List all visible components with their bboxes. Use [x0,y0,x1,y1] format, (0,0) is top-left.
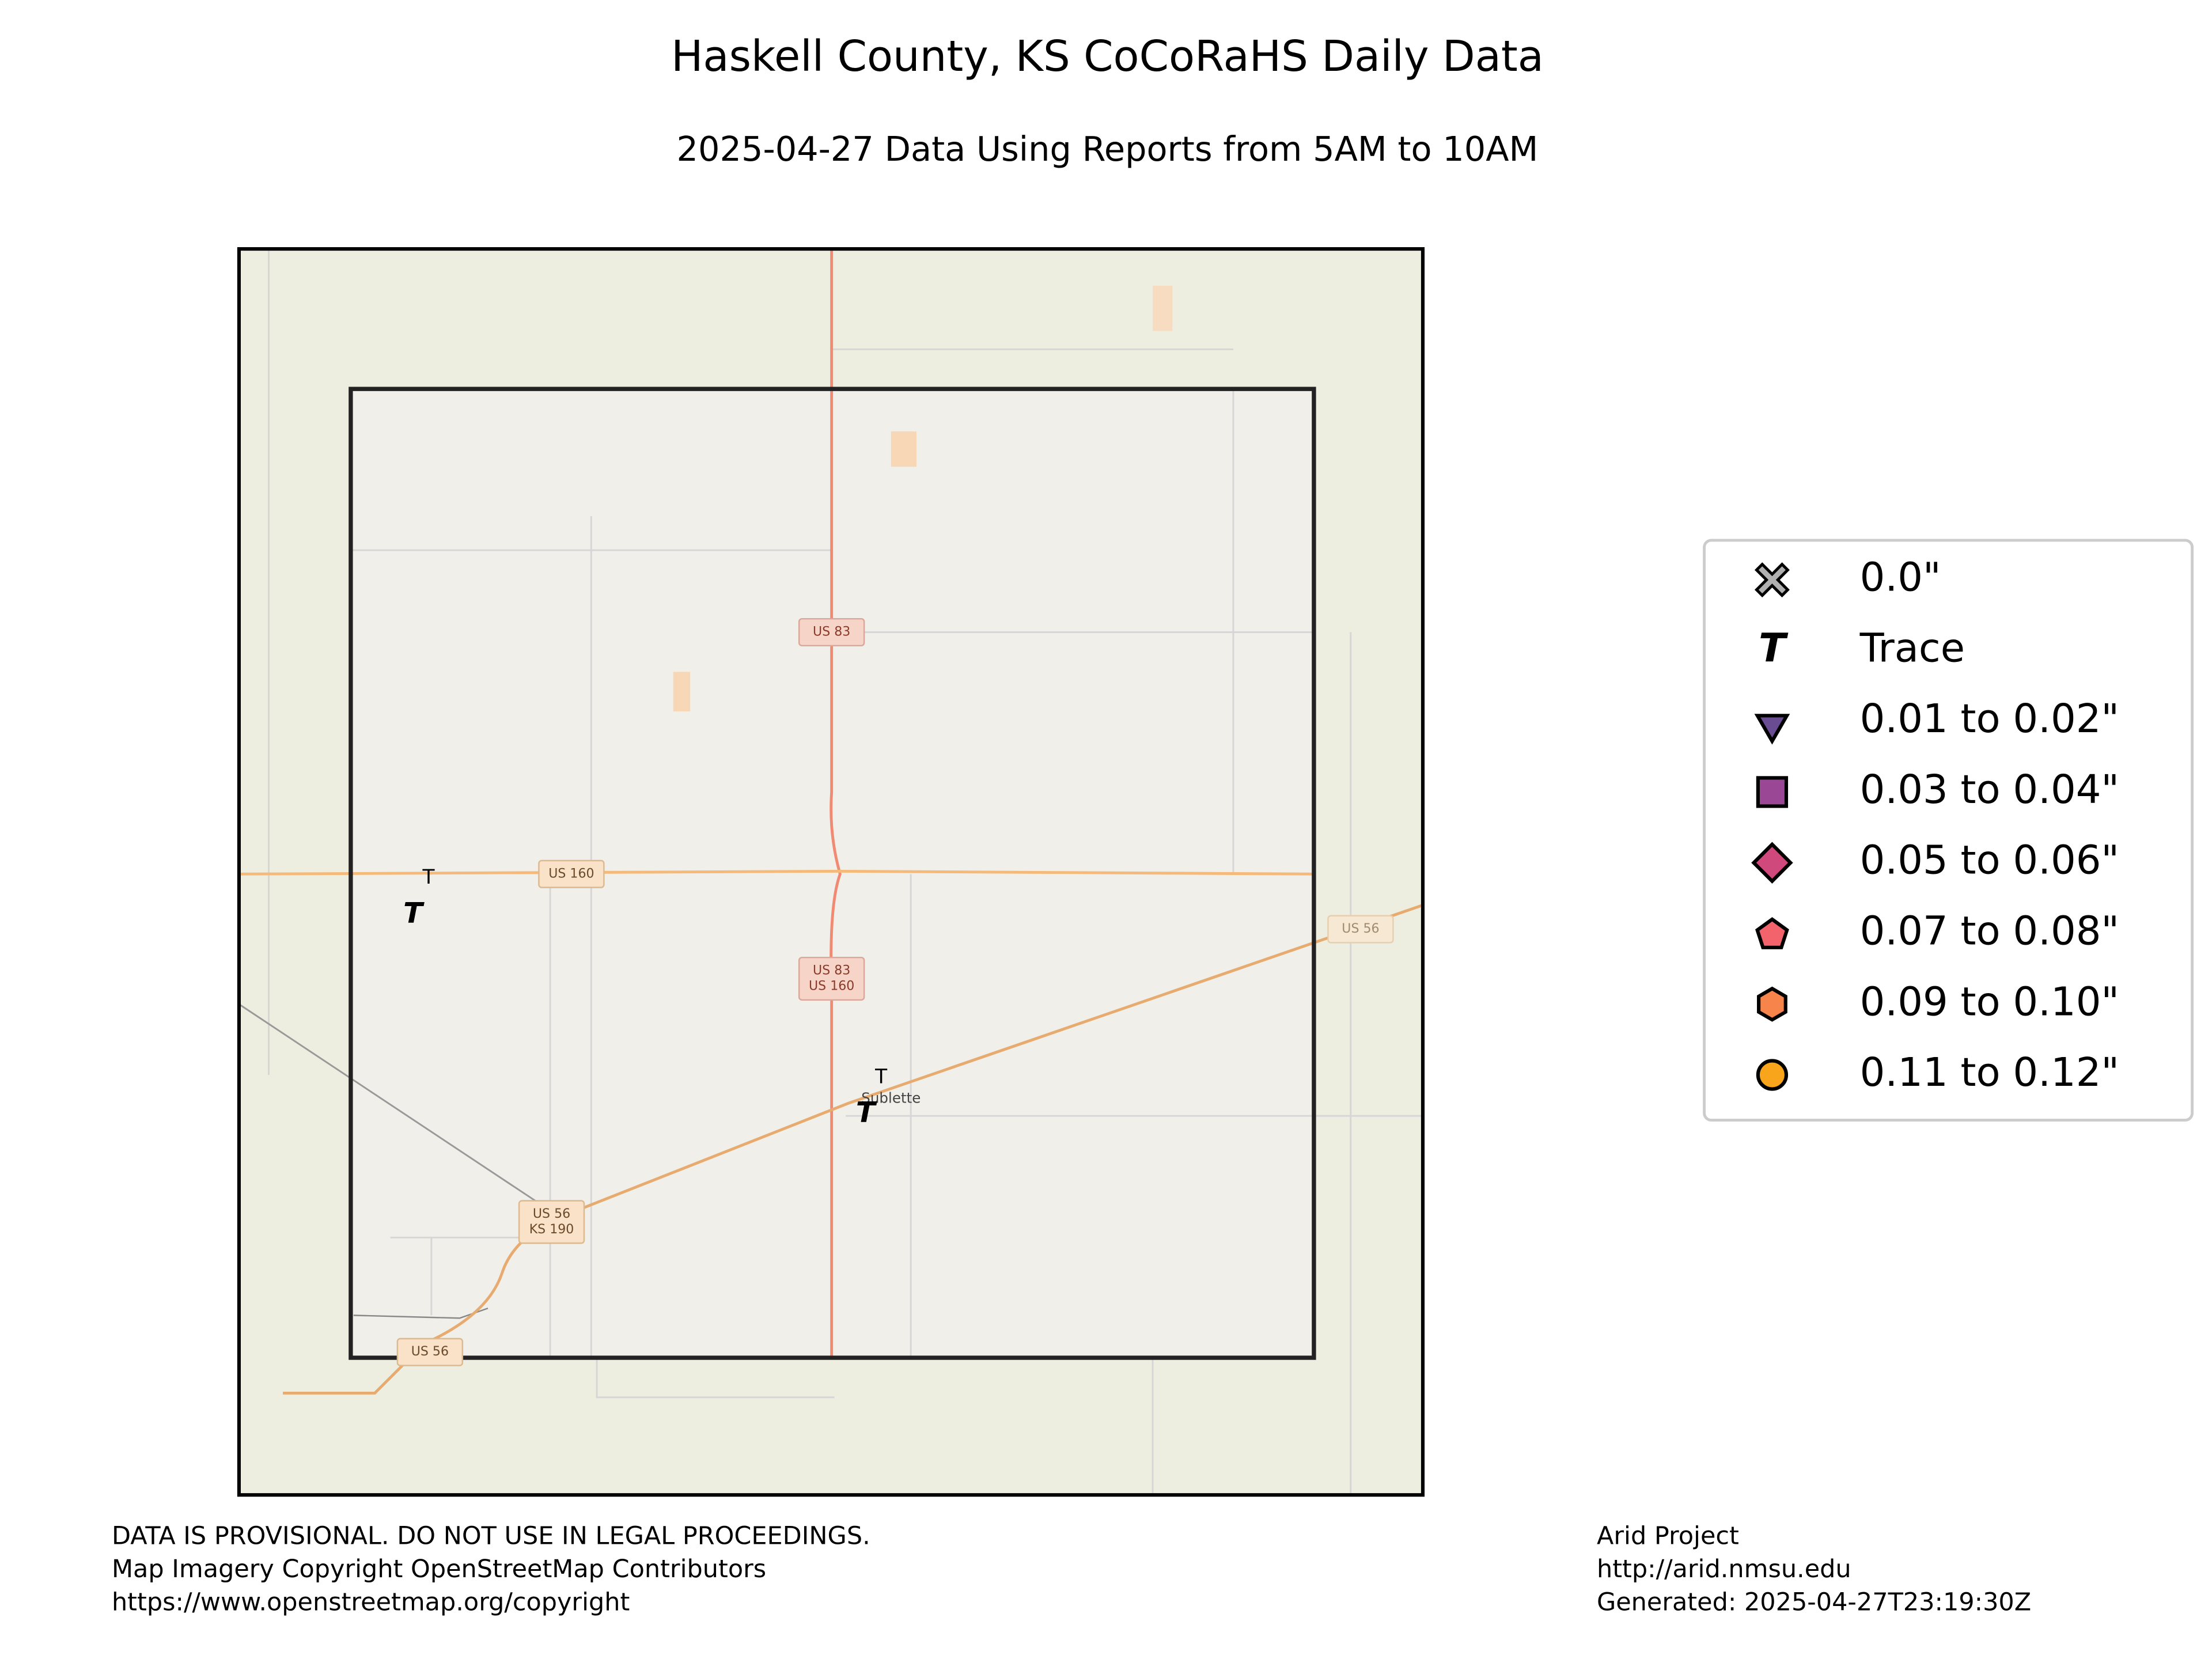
legend-label: 0.07 to 0.08" [1860,908,2119,954]
legend-label: 0.03 to 0.04" [1860,767,2119,813]
footer-text: http://arid.nmsu.edu [1597,1555,1851,1584]
station-marker: T [403,896,425,930]
road-shield [1327,915,1394,944]
county-border [349,387,1316,1360]
field [673,672,691,711]
legend-marker: T [1759,625,1789,671]
legend-label: 0.09 to 0.10" [1860,979,2119,1025]
footer-text: Generated: 2025-04-27T23:19:30Z [1597,1588,2031,1617]
road-label: US 56 [411,1344,449,1359]
station-value-label: T [422,866,435,889]
road-label: KS 190 [529,1222,574,1237]
legend: 0.0" T Trace 0.01 to 0.02" 0.03 to 0.04" 0.05… [1751,555,2119,1096]
legend-label: 0.01 to 0.02" [1860,696,2119,742]
footer-text: Arid Project [1597,1521,1739,1550]
legend-marker [1757,986,1787,1022]
road-label: US 160 [548,866,594,881]
legend-label: 0.05 to 0.06" [1860,838,2119,884]
road-shield [798,618,865,647]
minor-roads [268,249,1423,1495]
legend-marker [1754,714,1790,745]
highway-us160 [238,869,1314,876]
legend-marker [1756,1059,1789,1091]
highway-us83 [830,249,842,1358]
road [353,1307,488,1319]
road-label: US 160 [809,979,854,994]
road-label: US 56 [1342,921,1379,936]
place-label: Sublette [861,1090,921,1107]
station-marker: T [856,1096,877,1129]
field [1153,285,1173,331]
road-shield [538,859,605,888]
road-shield [518,1200,585,1244]
legend-label: 0.0" [1860,555,1941,601]
legend-label: Trace [1859,625,1965,671]
footer: DATA IS PROVISIONAL. DO NOT USE IN LEGAL… [112,1521,2031,1616]
field [891,431,916,467]
station-value-label: T [874,1065,888,1088]
footer-text: Map Imagery Copyright OpenStreetMap Cont… [112,1555,766,1584]
map-frame [237,247,1425,1497]
road-label: US 56 [533,1206,570,1221]
title: Haskell County, KS CoCoRaHS Daily Data [671,32,1544,81]
legend-box [1703,539,2194,1122]
footer-text: https://www.openstreetmap.org/copyright [112,1588,630,1617]
road-shield [798,956,865,1001]
footer-text: DATA IS PROVISIONAL. DO NOT USE IN LEGAL… [112,1521,870,1550]
legend-marker [1754,562,1790,598]
rail [238,1003,538,1203]
legend-marker [1751,842,1793,884]
legend-label: 0.11 to 0.12" [1860,1050,2119,1096]
legend-marker [1756,776,1789,808]
subtitle: 2025-04-27 Data Using Reports from 5AM t… [677,129,1539,169]
road-label: US 83 [813,624,850,639]
legend-marker [1755,917,1789,949]
road-label: US 83 [813,963,850,978]
road-shield [396,1338,464,1366]
